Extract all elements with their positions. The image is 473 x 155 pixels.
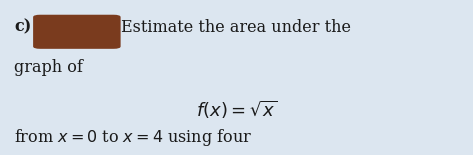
Text: $f(x) = \sqrt{x}$: $f(x) = \sqrt{x}$	[196, 99, 277, 121]
Text: from $x = 0$ to $x = 4$ using four: from $x = 0$ to $x = 4$ using four	[14, 127, 253, 148]
FancyBboxPatch shape	[33, 15, 121, 49]
Text: c): c)	[14, 19, 31, 36]
Text: graph of: graph of	[14, 59, 83, 76]
Text: Estimate the area under the: Estimate the area under the	[121, 19, 350, 36]
